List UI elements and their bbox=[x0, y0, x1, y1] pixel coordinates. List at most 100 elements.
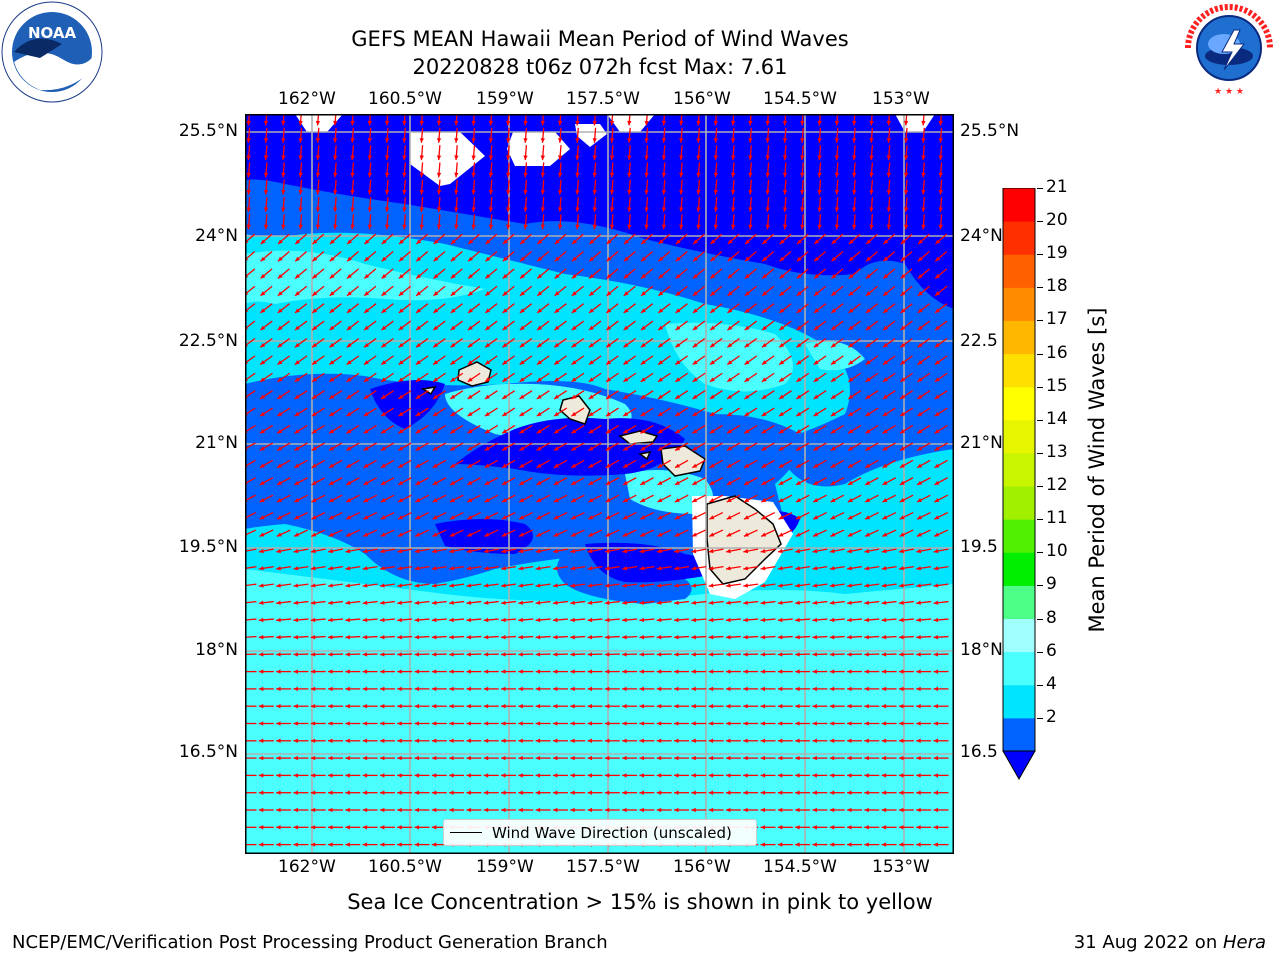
wind-arrow-head bbox=[760, 790, 766, 795]
wind-arrow-head bbox=[483, 652, 489, 657]
wind-arrow-head bbox=[310, 548, 316, 554]
wind-arrow-head bbox=[449, 704, 454, 709]
wind-arrow-head bbox=[557, 120, 563, 126]
wind-arrow-head bbox=[782, 155, 788, 161]
wind-arrow-head bbox=[604, 548, 610, 554]
wind-arrow-head bbox=[817, 172, 822, 178]
wind-arrow-head bbox=[761, 480, 767, 485]
wind-arrow-head bbox=[899, 463, 905, 468]
wind-arrow-head bbox=[501, 807, 506, 813]
wind-arrow-head bbox=[744, 377, 750, 382]
wind-arrow-head bbox=[627, 224, 632, 230]
colorbar-tick-label: 10 bbox=[1046, 541, 1068, 562]
wind-arrow-head bbox=[829, 721, 835, 726]
wind-arrow-head bbox=[398, 325, 404, 331]
wind-arrow-head bbox=[328, 583, 333, 588]
wind-arrow-head bbox=[449, 566, 454, 571]
wind-arrow-head bbox=[502, 360, 508, 365]
wind-arrow-head bbox=[466, 755, 471, 761]
wind-arrow-head bbox=[260, 325, 266, 331]
wind-arrow-head bbox=[847, 480, 853, 485]
colorbar-tick-label: 14 bbox=[1046, 408, 1068, 429]
wind-arrow-head bbox=[727, 273, 733, 279]
wind-arrow-head bbox=[329, 360, 335, 365]
wind-arrow-head bbox=[432, 480, 438, 485]
wind-arrow-head bbox=[397, 583, 403, 588]
wind-arrow-head bbox=[899, 480, 905, 485]
wind-arrow-head bbox=[554, 239, 560, 245]
wind-arrow-head bbox=[346, 498, 352, 503]
wind-arrow-head bbox=[414, 686, 420, 692]
wind-arrow-head bbox=[847, 686, 852, 692]
wind-arrow-head bbox=[346, 515, 352, 520]
wind-arrow-head bbox=[834, 207, 840, 212]
wind-arrow-head bbox=[656, 548, 662, 554]
wind-arrow-head bbox=[933, 738, 939, 743]
wind-arrow-head bbox=[258, 738, 264, 743]
wind-arrow-head bbox=[935, 273, 941, 279]
wind-arrow-head bbox=[639, 773, 644, 778]
wind-arrow-head bbox=[346, 308, 352, 313]
wind-arrow-head bbox=[743, 566, 749, 571]
wind-arrow-head bbox=[639, 600, 645, 605]
wind-arrow-head bbox=[852, 120, 857, 126]
wind-arrow-head bbox=[346, 291, 352, 296]
wind-arrow-head bbox=[743, 515, 749, 520]
wind-arrow-head bbox=[362, 669, 368, 674]
wind-arrow-head bbox=[570, 790, 575, 795]
wind-arrow-head bbox=[276, 842, 281, 847]
wind-arrow-head bbox=[900, 325, 906, 331]
wind-arrow-head bbox=[454, 190, 459, 195]
wind-arrow-head bbox=[294, 480, 300, 485]
wind-arrow-head bbox=[277, 463, 283, 468]
wind-arrow-head bbox=[433, 325, 439, 331]
wind-arrow-head bbox=[263, 155, 269, 161]
colorbar-outline bbox=[1002, 188, 1036, 752]
wind-arrow-head bbox=[847, 566, 852, 571]
colorbar-segment bbox=[1003, 419, 1035, 454]
wind-arrow-head bbox=[397, 652, 402, 657]
wind-arrow bbox=[245, 635, 257, 638]
wind-arrow-head bbox=[639, 686, 644, 692]
wind-arrow-head bbox=[658, 377, 663, 382]
wind-arrow-head bbox=[536, 394, 542, 399]
period-band-6-8 bbox=[245, 569, 954, 854]
wind-arrow-head bbox=[540, 224, 546, 230]
wind-arrow-head bbox=[414, 738, 420, 743]
wind-arrow-head bbox=[540, 120, 546, 126]
wind-arrow-head bbox=[552, 790, 558, 795]
wind-arrow-head bbox=[744, 291, 750, 296]
wind-arrow-head bbox=[778, 532, 784, 537]
wind-arrow-head bbox=[640, 463, 646, 468]
wind-arrow-head bbox=[311, 429, 317, 434]
wind-arrow-head bbox=[661, 224, 667, 230]
wind-arrow-head bbox=[623, 377, 629, 382]
wind-arrow-head bbox=[748, 190, 753, 195]
wind-arrow-head bbox=[345, 755, 350, 761]
wind-arrow-head bbox=[795, 652, 800, 657]
wind-arrow-head bbox=[483, 583, 489, 588]
wind-arrow-head bbox=[535, 600, 541, 605]
wind-arrow-head bbox=[450, 291, 456, 296]
wind-arrow-head bbox=[675, 360, 681, 365]
wind-arrow-head bbox=[934, 515, 940, 520]
wind-arrow-head bbox=[433, 394, 438, 399]
wind-arrow-head bbox=[796, 256, 802, 262]
wind-arrow-head bbox=[674, 480, 680, 485]
wind-arrow-head bbox=[571, 342, 577, 348]
wind-arrow-head bbox=[886, 224, 892, 230]
wind-arrow-head bbox=[886, 172, 892, 178]
wind-arrow-head bbox=[471, 172, 476, 178]
wind-arrow-head bbox=[367, 120, 373, 126]
wind-arrow-head bbox=[779, 273, 785, 279]
wind-arrow-head bbox=[795, 686, 800, 692]
wind-arrow-head bbox=[813, 325, 819, 331]
wind-arrow-head bbox=[259, 446, 265, 451]
wind-arrow-head bbox=[449, 583, 454, 588]
wind-arrow-head bbox=[276, 480, 282, 485]
wind-arrow-head bbox=[380, 532, 386, 537]
wind-arrow-head bbox=[938, 138, 943, 143]
wind-arrow-head bbox=[748, 120, 753, 126]
wind-arrow-head bbox=[454, 138, 459, 143]
wind-arrow-head bbox=[865, 325, 871, 331]
